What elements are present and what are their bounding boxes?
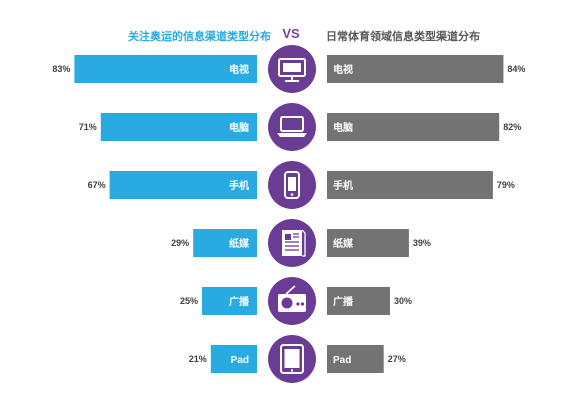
right-value-label-1: 82% bbox=[503, 122, 521, 132]
vs-label: VS bbox=[282, 26, 300, 41]
newspaper-icon bbox=[282, 229, 306, 257]
icon-circle-1 bbox=[268, 103, 316, 151]
right-category-label-1: 电脑 bbox=[333, 121, 353, 134]
right-bar-2 bbox=[327, 171, 493, 199]
right-value-label-2: 79% bbox=[497, 180, 515, 190]
left-category-label-5: Pad bbox=[231, 355, 249, 366]
right-value-label-0: 84% bbox=[507, 64, 525, 74]
tv-icon bbox=[278, 58, 306, 82]
left-bar-4 bbox=[202, 287, 257, 315]
left-category-label-3: 纸媒 bbox=[229, 237, 250, 250]
left-bar-0 bbox=[74, 55, 258, 83]
left-bar-5 bbox=[210, 345, 257, 373]
left-value-label-3: 29% bbox=[171, 238, 189, 248]
right-category-label-0: 电视 bbox=[333, 63, 353, 76]
radio-icon bbox=[278, 285, 306, 312]
right-category-label-5: Pad bbox=[333, 355, 351, 366]
right-value-label-4: 30% bbox=[394, 296, 412, 306]
left-value-label-0: 83% bbox=[52, 64, 70, 74]
left-category-label-2: 手机 bbox=[229, 179, 249, 192]
tablet-icon bbox=[280, 344, 304, 374]
right-value-label-3: 39% bbox=[413, 238, 431, 248]
right-category-label-2: 手机 bbox=[333, 179, 353, 192]
right-bar-5 bbox=[327, 345, 384, 373]
right-chart-title: 日常体育领域信息类型渠道分布 bbox=[326, 31, 480, 43]
right-category-label-4: 广播 bbox=[333, 295, 354, 308]
right-bar-4 bbox=[327, 287, 390, 315]
left-category-label-1: 电脑 bbox=[229, 121, 249, 134]
left-category-label-0: 电视 bbox=[229, 63, 249, 76]
left-value-label-5: 21% bbox=[189, 354, 207, 364]
left-value-label-2: 67% bbox=[88, 180, 106, 190]
phone-icon bbox=[284, 171, 300, 199]
right-bar-1 bbox=[327, 113, 500, 141]
left-chart-title: 关注奥运的信息渠道类型分布 bbox=[128, 31, 271, 43]
right-bar-0 bbox=[327, 55, 504, 83]
left-bar-3 bbox=[193, 229, 257, 257]
right-value-label-5: 27% bbox=[388, 354, 406, 364]
right-category-label-3: 纸媒 bbox=[333, 237, 354, 250]
left-value-label-4: 25% bbox=[180, 296, 198, 306]
laptop-icon bbox=[277, 116, 307, 137]
left-bar-2 bbox=[109, 171, 257, 199]
left-value-label-1: 71% bbox=[79, 122, 97, 132]
right-bar-3 bbox=[327, 229, 409, 257]
left-category-label-4: 广播 bbox=[229, 295, 250, 308]
left-bar-1 bbox=[100, 113, 257, 141]
